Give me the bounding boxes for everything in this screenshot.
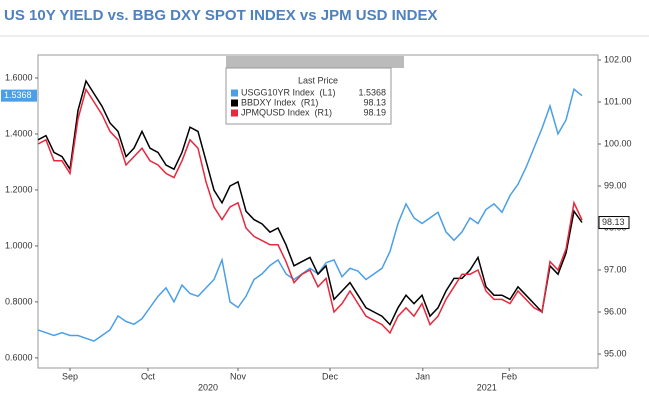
x-tick-label: Sep — [62, 371, 78, 381]
chart-title: US 10Y YIELD vs. BBG DXY SPOT INDEX vs J… — [4, 7, 437, 24]
x-tick-label: Nov — [230, 371, 247, 381]
series-line — [37, 87, 583, 342]
x-tick-label: Dec — [322, 371, 339, 381]
x-tick-label: Jan — [416, 371, 431, 381]
plot-frame — [37, 54, 599, 369]
x-tick-label: Oct — [141, 371, 156, 381]
series-line — [37, 79, 583, 326]
y-tick-label: 0.8000 — [5, 296, 33, 306]
legend-value: 1.5368 — [358, 87, 386, 97]
last-value-tag — [598, 216, 630, 230]
legend-value: 98.19 — [363, 107, 386, 117]
legend-label: BBDXY Index (R1) — [241, 97, 318, 107]
x-tick-label: Feb — [501, 371, 517, 381]
y2-tick-label: 95.00 — [604, 348, 627, 358]
y-tick-label: 1.2000 — [5, 184, 33, 194]
x-year-label: 2021 — [477, 382, 497, 392]
legend-swatch — [231, 109, 238, 117]
y-tick-label: 1.4000 — [5, 128, 33, 138]
last-value-label: 98.13 — [602, 217, 625, 227]
y2-tick-label: 96.00 — [604, 306, 627, 316]
y-tick-label: 1.0000 — [5, 240, 33, 250]
legend-title: Last Price — [298, 75, 338, 85]
y2-tick-label: 97.00 — [604, 264, 627, 274]
last-value-label: 1.5368 — [4, 90, 32, 100]
last-value-tag — [1, 89, 37, 102]
y2-tick-label: 101.00 — [604, 96, 632, 106]
y-tick-label: 1.6000 — [5, 72, 33, 82]
x-year-label: 2020 — [198, 382, 218, 392]
legend-label: JPMQUSD Index (R1) — [241, 107, 332, 117]
legend-label: USGG10YR Index (L1) — [241, 87, 336, 97]
legend: Last Price — [225, 56, 404, 125]
legend-box — [225, 67, 392, 125]
legend-swatch — [231, 89, 238, 97]
y-tick-label: 0.6000 — [5, 352, 33, 362]
y2-tick-label: 100.00 — [604, 138, 632, 148]
legend-value: 98.13 — [363, 97, 386, 107]
legend-swatch — [231, 99, 238, 107]
series-line — [37, 87, 583, 335]
legend-toolbar — [226, 56, 404, 68]
y2-tick-label: 102.00 — [604, 54, 632, 64]
y2-tick-label: 99.00 — [604, 180, 627, 190]
